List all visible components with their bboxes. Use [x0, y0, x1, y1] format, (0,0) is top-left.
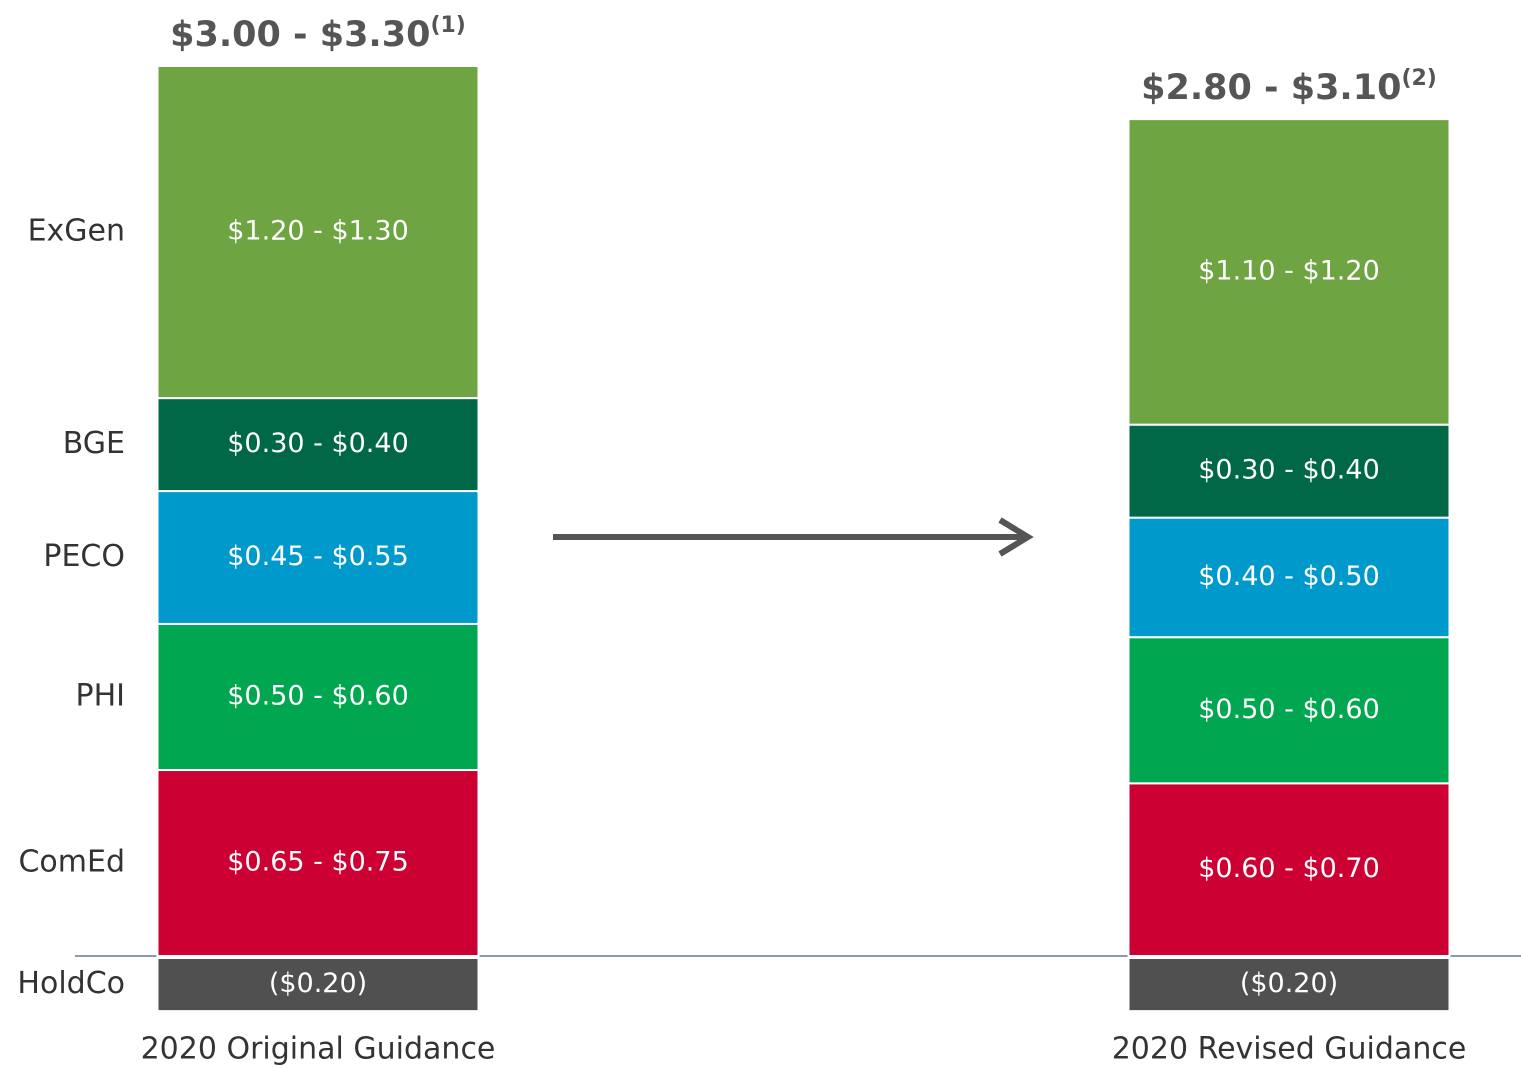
bar-segment	[156, 957, 480, 1013]
category-label: 2020 Revised Guidance	[1112, 1032, 1467, 1067]
total-value: $3.00 - $3.30	[170, 15, 430, 55]
segment-label: $0.50 - $0.60	[1198, 694, 1380, 725]
segment-label: $0.50 - $0.60	[227, 680, 409, 711]
arrow-head	[998, 517, 1034, 557]
segment-name: HoldCo	[17, 966, 125, 1001]
bar-segment	[1127, 516, 1451, 639]
segment-name: PHI	[76, 678, 126, 713]
segment-label: $0.45 - $0.55	[227, 541, 409, 572]
segment-name: ComEd	[18, 845, 125, 880]
segment-label: ($0.20)	[269, 968, 367, 999]
total-label: $3.00 - $3.30(1)	[170, 13, 466, 55]
total-label: $2.80 - $3.10(2)	[1141, 66, 1437, 108]
total-value: $2.80 - $3.10	[1141, 68, 1401, 108]
segment-name: ExGen	[28, 214, 125, 249]
total-note: (2)	[1401, 66, 1436, 91]
segment-name: BGE	[63, 426, 125, 461]
segment-label: $1.20 - $1.30	[227, 216, 409, 247]
bar-segment	[156, 397, 480, 493]
segment-label: $0.65 - $0.75	[227, 847, 409, 878]
category-label: 2020 Original Guidance	[141, 1032, 496, 1067]
bar-segment	[1127, 423, 1451, 519]
segment-label: $0.40 - $0.50	[1198, 561, 1380, 592]
bar-segment	[1127, 782, 1451, 957]
segment-label: $0.30 - $0.40	[1198, 455, 1380, 486]
bar-segment	[1127, 118, 1451, 426]
bar-segment	[1127, 636, 1451, 785]
segment-label: $1.10 - $1.20	[1198, 255, 1380, 286]
bar-segment	[156, 490, 480, 625]
segment-label: $0.60 - $0.70	[1198, 853, 1380, 884]
segment-label: ($0.20)	[1240, 968, 1338, 999]
segment-name: PECO	[43, 539, 125, 574]
segment-label: $0.30 - $0.40	[227, 428, 409, 459]
bar-segment	[156, 622, 480, 772]
bar-segment	[156, 65, 480, 400]
bar-segment	[1127, 957, 1451, 1013]
total-note: (1)	[430, 13, 465, 38]
